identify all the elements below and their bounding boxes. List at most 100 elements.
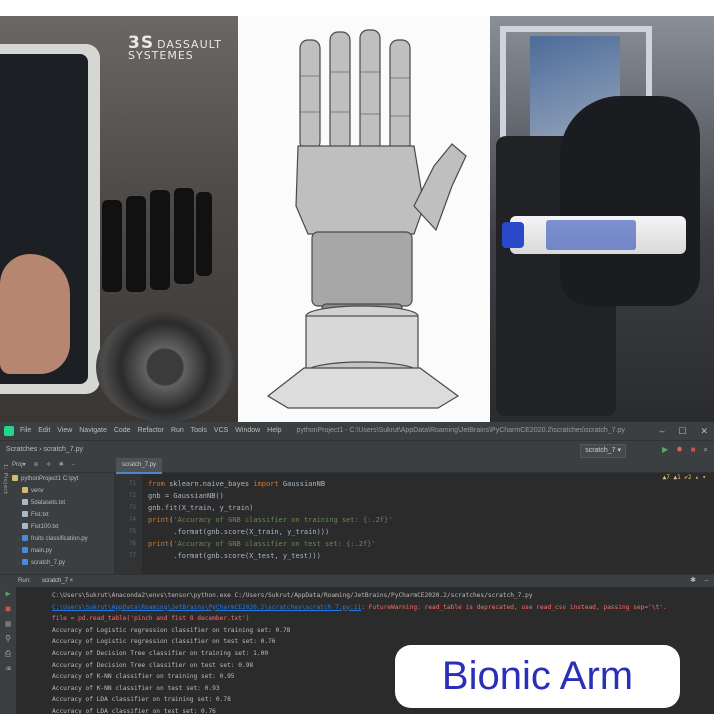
breadcrumb[interactable]: Scratches › scratch_7.py: [6, 446, 84, 453]
code-line[interactable]: print('Accuracy of GNB classifier on tes…: [148, 538, 392, 550]
project-panel: Proj▾ ⊕ ≑ ✱ – pythonProject1 C:\pyt venv 5…: [8, 458, 114, 574]
photo-robotic-hand-grip: [490, 16, 714, 422]
menu-tools[interactable]: Tools: [190, 427, 207, 434]
code-text: .format(gnb.score(X_test, y_test))): [148, 552, 321, 560]
run-console[interactable]: C:\Users\Sukrut\Anaconda2\envs\tensor\py…: [52, 590, 714, 715]
project-tree-item[interactable]: scratch_7.py: [8, 557, 114, 569]
close-button[interactable]: ✕: [700, 426, 708, 436]
menu-refactor[interactable]: Refactor: [137, 427, 164, 434]
python-file-icon: [22, 547, 28, 554]
inspection-widget[interactable]: ▲7 ▲1 ✔2 ▴ ▾: [662, 474, 706, 481]
project-tree-item[interactable]: Fist.txt: [8, 509, 114, 521]
hide-icon[interactable]: –: [71, 462, 75, 468]
line-number: 76: [128, 540, 136, 547]
console-text: file = pd.read_table('pinch and fist 8 d…: [52, 615, 250, 623]
gear-icon[interactable]: ✱: [690, 577, 696, 584]
console-line: Accuracy of Decision Tree classifier on …: [52, 660, 714, 672]
text-file-icon: [22, 511, 28, 518]
console-text: C:\Users\Sukrut\Anaconda2\envs\tensor\py…: [52, 592, 533, 599]
maximize-button[interactable]: ☐: [678, 426, 687, 436]
minimize-button[interactable]: –: [659, 426, 665, 436]
stop-icon[interactable]: ■: [690, 445, 696, 454]
rerun-icon[interactable]: ▶: [5, 589, 11, 598]
collapse-icon[interactable]: ≑: [46, 462, 52, 468]
locate-icon[interactable]: ⊕: [33, 462, 39, 468]
project-tree-item-label: fruits classification.py: [31, 536, 88, 542]
code-line[interactable]: .format(gnb.score(X_test, y_test))): [148, 550, 392, 562]
text-file-icon: [22, 523, 28, 530]
search-icon[interactable]: ⌕: [703, 445, 708, 454]
menu-run[interactable]: Run: [170, 427, 184, 434]
menu-navigate[interactable]: Navigate: [79, 427, 107, 434]
project-tree-item[interactable]: fruits classification.py: [8, 533, 114, 545]
debug-icon[interactable]: ✹: [676, 445, 683, 454]
print-icon[interactable]: ⎙: [4, 649, 12, 658]
run-tab[interactable]: scratch_7 ×: [42, 578, 74, 584]
minimize-icon[interactable]: –: [704, 578, 708, 584]
code-text: (: [169, 516, 174, 524]
bionic-arm-caption: Bionic Arm: [395, 645, 680, 708]
project-tool-strip[interactable]: 1: Project: [0, 458, 8, 574]
code-line[interactable]: .format(gnb.score(X_train, y_train))): [148, 526, 392, 538]
code-keyword: from: [148, 480, 170, 488]
project-tree-item-label: Fist100.txt: [31, 524, 59, 530]
project-tree-item[interactable]: main.py: [8, 545, 114, 557]
console-line: Accuracy of Decision Tree classifier on …: [52, 648, 714, 660]
photo-servo-rig: 3S DASSAULT SYSTEMES: [0, 16, 238, 422]
project-tree-item-label: venv: [31, 488, 44, 494]
menu-vcs[interactable]: VCS: [213, 427, 229, 434]
console-line: Accuracy of LDA classifier on test set: …: [52, 706, 714, 718]
code-string: 'Accuracy of GNB classifier on training …: [173, 516, 393, 524]
project-tree-item[interactable]: 5datasets.txt: [8, 497, 114, 509]
code-line[interactable]: gnb.fit(X_train, y_train): [148, 502, 392, 514]
project-view-select[interactable]: Proj▾: [12, 462, 26, 468]
servo-motor: [126, 196, 146, 292]
menu-code[interactable]: Code: [113, 427, 131, 434]
finger-middle: [359, 29, 381, 155]
project-tree-item-label: scratch_7.py: [31, 560, 66, 566]
code-text: gnb.fit(X_train, y_train): [148, 504, 254, 512]
line-number: 77: [128, 552, 136, 559]
photo-collage: 3S DASSAULT SYSTEMES: [0, 16, 714, 422]
editor-tab-bar: scratch_7.py: [114, 458, 714, 474]
menu-window[interactable]: Window: [235, 427, 261, 434]
run-configuration-select[interactable]: scratch_7 ▾: [580, 444, 626, 458]
run-icon[interactable]: ▶: [661, 445, 669, 454]
pin-icon[interactable]: ⚲: [5, 634, 11, 643]
code-string: 'Accuracy of GNB classifier on test set:…: [173, 540, 376, 548]
python-file-icon: [22, 559, 28, 566]
project-tree-item[interactable]: venv: [8, 485, 114, 497]
thumb: [413, 143, 467, 232]
menu-file[interactable]: File: [20, 427, 32, 434]
folder-icon: [22, 487, 28, 494]
robotic-hand: [560, 96, 700, 306]
gear-icon[interactable]: ✱: [58, 462, 64, 468]
menu-edit[interactable]: Edit: [38, 427, 51, 434]
code-editor[interactable]: scratch_7.py ▲7 ▲1 ✔2 ▴ ▾ from sklearn.n…: [114, 458, 714, 574]
console-line: file = pd.read_table('pinch and fist 8 d…: [52, 613, 714, 625]
console-line: C:\Users\Sukrut\Anaconda2\envs\tensor\py…: [52, 590, 714, 602]
code-lines[interactable]: from sklearn.naive_bayes import Gaussian…: [148, 478, 392, 562]
stop-icon[interactable]: ■: [5, 604, 11, 613]
console-file-link[interactable]: C:\Users\Sukrut\AppData\Roaming\JetBrain…: [52, 603, 362, 611]
trash-icon[interactable]: ⌫: [5, 664, 11, 673]
human-hand: [0, 254, 70, 374]
console-warning-text: : FutureWarning: read_table is deprecate…: [361, 603, 667, 611]
photo-cad-hand-model: [238, 16, 490, 422]
run-tool-header: Run: scratch_7 × ✱ –: [0, 574, 714, 587]
code-line[interactable]: from sklearn.naive_bayes import Gaussian…: [148, 478, 392, 490]
console-text: Accuracy of K-NN classifier on test set:…: [52, 684, 220, 692]
layout-icon[interactable]: ▤: [5, 619, 11, 628]
console-line: C:\Users\Sukrut\AppData\Roaming\JetBrain…: [52, 602, 714, 614]
console-text: Accuracy of K-NN classifier on training …: [52, 673, 235, 681]
line-number: 71: [128, 480, 136, 487]
menu-view[interactable]: View: [57, 427, 73, 434]
servo-motor: [102, 200, 122, 292]
project-tree-item[interactable]: Fist100.txt: [8, 521, 114, 533]
project-tree-item[interactable]: pythonProject1 C:\pyt: [8, 473, 114, 485]
code-line[interactable]: gnb = GaussianNB(): [148, 490, 392, 502]
menu-help[interactable]: Help: [267, 427, 282, 434]
code-line[interactable]: print('Accuracy of GNB classifier on tra…: [148, 514, 392, 526]
tab-scratch[interactable]: scratch_7.py: [116, 458, 163, 474]
project-tool-label[interactable]: 1: Project: [2, 464, 8, 495]
